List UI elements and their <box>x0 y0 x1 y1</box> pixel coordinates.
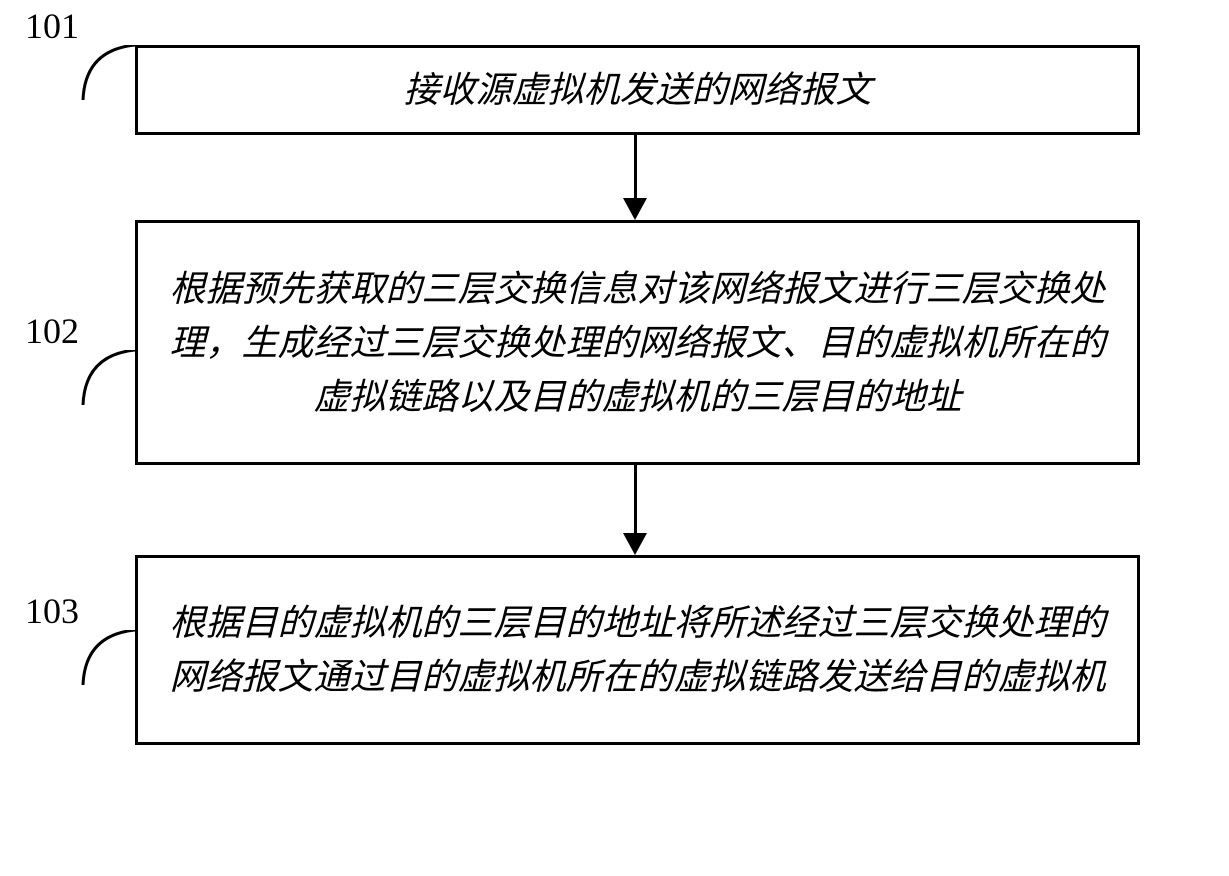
label-text: 102 <box>25 311 79 351</box>
step-box-101: 接收源虚拟机发送的网络报文 <box>135 45 1140 135</box>
arrow-line-1 <box>634 135 637 198</box>
step-text-101: 接收源虚拟机发送的网络报文 <box>403 63 871 117</box>
label-text: 101 <box>25 6 79 46</box>
step-text-103: 根据目的虚拟机的三层目的地址将所述经过三层交换处理的网络报文通过目的虚拟机所在的… <box>158 596 1117 704</box>
arrow-head-2 <box>623 533 647 555</box>
label-text: 103 <box>25 591 79 631</box>
flowchart-container: 101 接收源虚拟机发送的网络报文 102 根据预先获取的三层交换信息对该网络报… <box>0 0 1229 876</box>
step-label-101: 101 <box>25 5 79 47</box>
label-connector-103 <box>75 630 140 690</box>
step-label-103: 103 <box>25 590 79 632</box>
step-text-102: 根据预先获取的三层交换信息对该网络报文进行三层交换处理，生成经过三层交换处理的网… <box>158 262 1117 424</box>
arrow-line-2 <box>634 465 637 533</box>
label-connector-101 <box>75 45 140 105</box>
step-label-102: 102 <box>25 310 79 352</box>
step-box-102: 根据预先获取的三层交换信息对该网络报文进行三层交换处理，生成经过三层交换处理的网… <box>135 220 1140 465</box>
arrow-head-1 <box>623 198 647 220</box>
step-box-103: 根据目的虚拟机的三层目的地址将所述经过三层交换处理的网络报文通过目的虚拟机所在的… <box>135 555 1140 745</box>
label-connector-102 <box>75 350 140 410</box>
